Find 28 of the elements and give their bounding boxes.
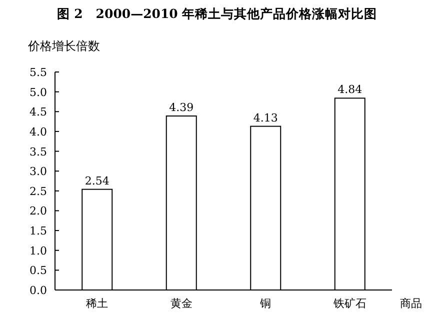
bar bbox=[82, 188, 113, 290]
y-tick-label: 1.5 bbox=[30, 224, 47, 238]
y-tick-label: 4.0 bbox=[30, 125, 47, 138]
chart-title: 图 2 2000—2010 年稀土与其他产品价格涨幅对比图 bbox=[56, 6, 378, 21]
y-tick-label: 5.0 bbox=[30, 86, 47, 99]
x-tick-label: 黄金 bbox=[170, 297, 192, 310]
plot: 2.54 稀土 4.39 黄金 4.13 铜 4.84 铁矿石 0.0 0.5 1.0 1.5 2.0 2.5 3.0 3.5 4.0 4.5 5.0 5.5 bbox=[30, 66, 392, 310]
y-tick-label: 4.5 bbox=[30, 106, 47, 119]
x-tick-label: 铜 bbox=[259, 297, 272, 310]
y-tick-label: 0.5 bbox=[30, 264, 47, 278]
y-tick-label: 3.0 bbox=[30, 165, 47, 178]
y-axis-title: 价格增长倍数 bbox=[27, 39, 100, 53]
y-tick-label: 2.0 bbox=[30, 204, 47, 218]
y-tick-label: 0.0 bbox=[30, 284, 47, 297]
y-tick-label: 2.5 bbox=[30, 184, 47, 198]
bar bbox=[250, 126, 282, 290]
x-axis-title: 商品 bbox=[400, 297, 422, 310]
y-tick-label: 5.5 bbox=[30, 66, 47, 79]
data-label: 4.84 bbox=[338, 83, 362, 96]
data-label: 4.13 bbox=[253, 111, 278, 124]
bar bbox=[334, 98, 366, 290]
y-tick-label: 1.0 bbox=[30, 244, 47, 258]
y-tick-label: 3.5 bbox=[30, 145, 47, 158]
data-label: 4.39 bbox=[169, 100, 194, 114]
data-label: 2.54 bbox=[84, 174, 110, 188]
bar bbox=[166, 115, 197, 290]
x-tick-label: 铁矿石 bbox=[332, 297, 366, 310]
x-tick-label: 稀土 bbox=[86, 297, 108, 310]
